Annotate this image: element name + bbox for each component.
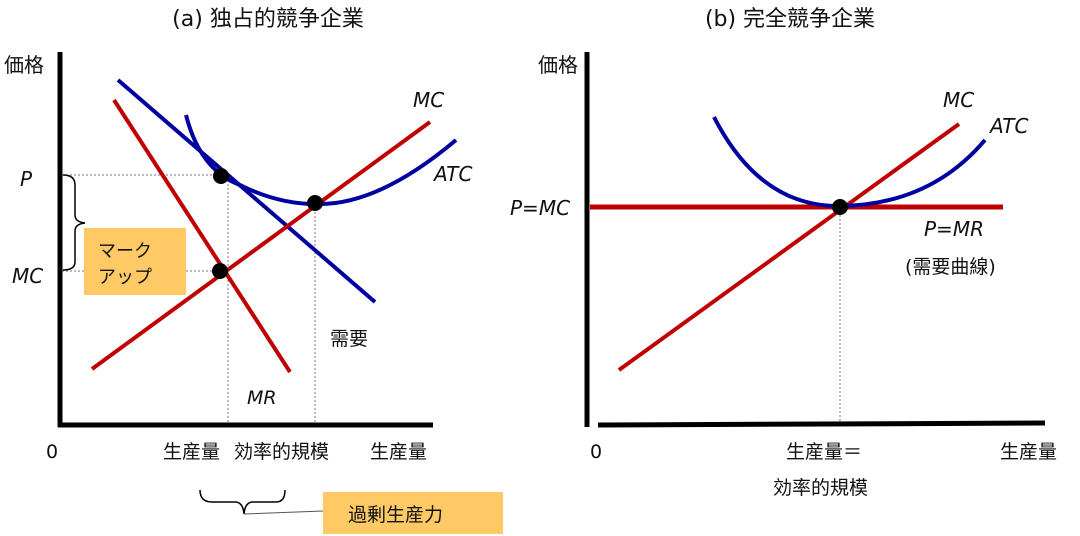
excess-capacity-brace: [199, 489, 286, 515]
output-tick-label: 生産量: [163, 441, 220, 463]
panel-b-title: (b) 完全競争企業: [705, 7, 875, 32]
markup-label-line2: アップ: [98, 267, 152, 288]
demand-curve: [116, 78, 377, 304]
excess-capacity-connector: [243, 510, 324, 515]
panel-b-x-tick-line2: 効率的規模: [773, 477, 868, 499]
price-point: [213, 168, 229, 184]
efficient-scale-tick-label: 効率的規模: [234, 441, 329, 463]
markup-label-line1: マーク: [98, 241, 152, 262]
panel-b-y-axis-label: 価格: [538, 53, 578, 77]
panel-b-origin: 0: [590, 441, 602, 463]
panel-a-origin: 0: [46, 441, 58, 463]
panel-perfect-competition: (b) 完全競争企業 価格 P=MC MC ATC P=MR (需要曲線) 0 …: [510, 7, 1057, 499]
excess-capacity-box: [323, 492, 503, 534]
panel-monopolistic-competition: (a) 独占的競争企業 価格 マーク アップ P MC MC ATC 需要 MR: [4, 7, 503, 534]
panel-b-x-tick-line1: 生産量＝: [786, 441, 862, 463]
excess-capacity-label: 過剰生産力: [348, 504, 443, 526]
mr-mc-point: [212, 263, 228, 279]
mr-label: MR: [247, 387, 277, 409]
p-tick-label: P: [20, 167, 33, 191]
p-mc-label: P=MC: [510, 196, 570, 220]
panel-b-x-axis-label: 生産量: [1000, 441, 1057, 463]
panel-a-x-axis-label: 生産量: [370, 441, 427, 463]
panel-b-mc-label: MC: [943, 88, 974, 112]
atc-curve: [184, 114, 458, 207]
efficient-scale-point: [307, 195, 323, 211]
mc-tick-label: MC: [12, 264, 43, 288]
panel-b-atc-label: ATC: [988, 114, 1028, 138]
markup-brace: [62, 174, 86, 271]
equilibrium-point: [832, 199, 848, 215]
guide-lines: [62, 174, 316, 423]
demand-curve-label: (需要曲線): [905, 256, 996, 278]
atc-curve-label: ATC: [432, 162, 472, 186]
mr-curve: [112, 98, 292, 374]
panel-b-atc-curve: [712, 116, 987, 209]
panel-a-title: (a) 独占的競争企業: [172, 7, 364, 32]
mc-curve-label: MC: [413, 88, 444, 112]
mc-curve: [90, 120, 432, 371]
demand-label: 需要: [330, 328, 368, 350]
panel-a-y-axis-label: 価格: [4, 53, 44, 77]
panel-b-x-axis: [597, 420, 1046, 428]
p-mr-label: P=MR: [924, 217, 984, 241]
markup-box: [84, 228, 186, 295]
panel-b-mc-curve: [617, 122, 961, 372]
